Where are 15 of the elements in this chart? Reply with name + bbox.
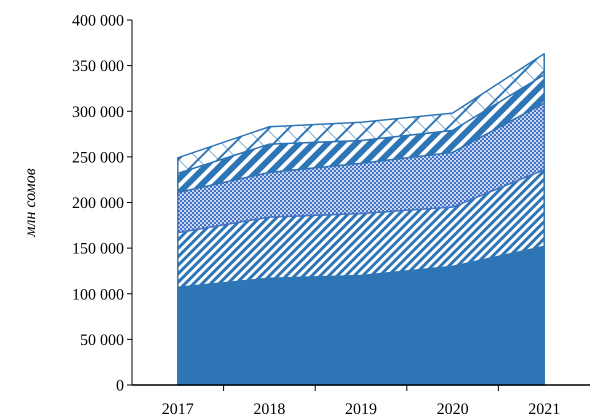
y-tick-label: 0 [116,378,124,395]
x-tick-label: 2017 [162,401,194,418]
y-tick-label: 50 000 [80,332,124,349]
y-tick-label: 350 000 [72,58,124,76]
y-tick-label: 300 000 [72,104,124,121]
x-tick-label: 2019 [345,401,377,418]
y-tick-label: 100 000 [72,286,124,304]
y-tick-label: 250 000 [72,149,124,166]
y-tick-label: 200 000 [72,195,124,212]
y-tick-label: 400 000 [72,12,124,30]
x-tick-label: 2018 [253,401,286,418]
x-tick-label: 2020 [436,401,469,418]
y-tick-label: 150 000 [72,240,124,258]
x-tick-label: 2021 [528,401,560,418]
y-axis-title: млн сомов [22,168,39,238]
